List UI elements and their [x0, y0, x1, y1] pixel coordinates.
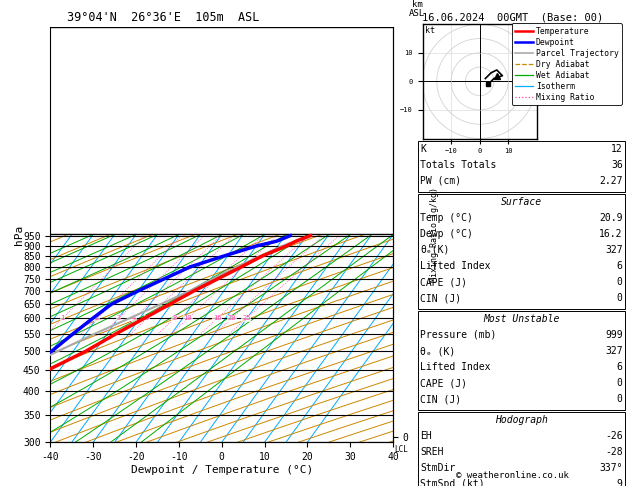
Text: 0: 0 [617, 378, 623, 388]
Text: 10: 10 [184, 315, 192, 321]
Text: Mixing Ratio (g/kg): Mixing Ratio (g/kg) [430, 187, 439, 282]
Text: -26: -26 [605, 431, 623, 441]
Text: 4: 4 [132, 315, 136, 321]
Text: 0: 0 [617, 293, 623, 303]
Text: 327: 327 [605, 245, 623, 255]
Text: Lifted Index: Lifted Index [420, 362, 491, 372]
Text: CIN (J): CIN (J) [420, 293, 461, 303]
Legend: Temperature, Dewpoint, Parcel Trajectory, Dry Adiabat, Wet Adiabat, Isotherm, Mi: Temperature, Dewpoint, Parcel Trajectory… [511, 23, 622, 105]
Text: 20: 20 [227, 315, 236, 321]
Text: θₑ (K): θₑ (K) [420, 346, 455, 356]
Text: 5: 5 [145, 315, 149, 321]
Text: 999: 999 [605, 330, 623, 340]
Text: Surface: Surface [501, 197, 542, 207]
Text: hPa: hPa [14, 225, 25, 244]
Text: Totals Totals: Totals Totals [420, 160, 496, 170]
Text: 9: 9 [617, 479, 623, 486]
Text: -28: -28 [605, 447, 623, 457]
Text: CAPE (J): CAPE (J) [420, 378, 467, 388]
Text: 2.27: 2.27 [599, 176, 623, 186]
Text: EH: EH [420, 431, 432, 441]
Text: 8: 8 [172, 315, 176, 321]
Text: 0: 0 [617, 394, 623, 404]
Text: Lifted Index: Lifted Index [420, 261, 491, 271]
Text: 6: 6 [617, 362, 623, 372]
Text: 36: 36 [611, 160, 623, 170]
Text: CAPE (J): CAPE (J) [420, 277, 467, 287]
Text: SREH: SREH [420, 447, 443, 457]
X-axis label: Dewpoint / Temperature (°C): Dewpoint / Temperature (°C) [131, 465, 313, 475]
Text: 327: 327 [605, 346, 623, 356]
Text: 337°: 337° [599, 463, 623, 473]
Text: 25: 25 [242, 315, 250, 321]
Text: Pressure (mb): Pressure (mb) [420, 330, 496, 340]
Text: 16: 16 [213, 315, 221, 321]
Text: Dewp (°C): Dewp (°C) [420, 229, 473, 239]
Text: 6: 6 [617, 261, 623, 271]
Text: 16.06.2024  00GMT  (Base: 00): 16.06.2024 00GMT (Base: 00) [422, 12, 603, 22]
Text: km
ASL: km ASL [409, 0, 425, 18]
Text: kt: kt [425, 26, 435, 35]
Text: 3: 3 [116, 315, 121, 321]
Text: 20.9: 20.9 [599, 213, 623, 223]
Text: CIN (J): CIN (J) [420, 394, 461, 404]
Text: K: K [420, 144, 426, 154]
Text: Hodograph: Hodograph [494, 415, 548, 425]
Text: 1: 1 [60, 315, 64, 321]
Text: 16.2: 16.2 [599, 229, 623, 239]
Text: θₑ(K): θₑ(K) [420, 245, 450, 255]
Text: 0: 0 [617, 277, 623, 287]
Text: © weatheronline.co.uk: © weatheronline.co.uk [456, 471, 569, 480]
Text: 39°04'N  26°36'E  105m  ASL: 39°04'N 26°36'E 105m ASL [67, 11, 260, 24]
Text: StmSpd (kt): StmSpd (kt) [420, 479, 485, 486]
Text: LCL: LCL [394, 445, 408, 453]
Text: 2: 2 [95, 315, 99, 321]
Text: PW (cm): PW (cm) [420, 176, 461, 186]
Text: 12: 12 [611, 144, 623, 154]
Text: Temp (°C): Temp (°C) [420, 213, 473, 223]
Text: Most Unstable: Most Unstable [483, 314, 559, 324]
Text: StmDir: StmDir [420, 463, 455, 473]
